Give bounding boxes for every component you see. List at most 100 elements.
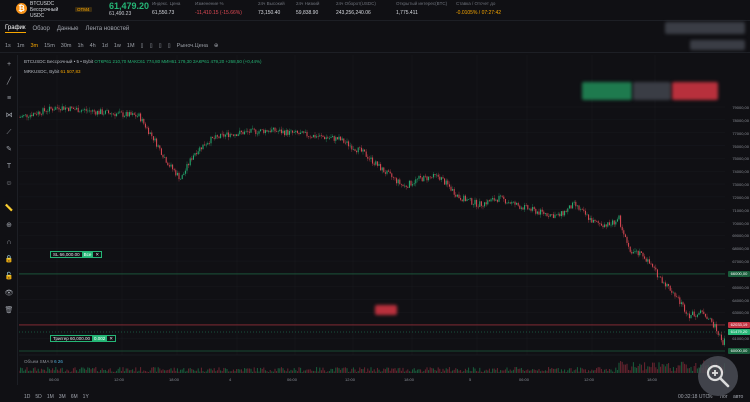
timeframe-30m[interactable]: 30m	[60, 43, 72, 49]
price-chart[interactable]	[19, 55, 725, 375]
range-5D[interactable]: 5D	[35, 394, 42, 400]
timeframe-1d[interactable]: 1d	[101, 43, 108, 49]
range-1M[interactable]: 1M	[46, 394, 54, 400]
candle-body	[290, 130, 292, 132]
candle-body	[452, 189, 454, 191]
stop-loss-line-tag[interactable]: SL 66,000.00 Все ✕	[50, 251, 103, 258]
symbol-name: BTCUSDC	[30, 1, 55, 7]
text-icon[interactable]: T	[6, 163, 12, 170]
volume-bar	[328, 371, 330, 373]
timeframe-1h[interactable]: 1h	[77, 43, 84, 49]
candle-body	[616, 219, 618, 222]
volume-bar	[356, 371, 358, 373]
candle-type-icon[interactable]: ▯	[140, 43, 144, 49]
brush-icon[interactable]: ✎	[6, 146, 12, 153]
candle-body	[700, 310, 702, 314]
price-type-selector[interactable]: Рыноч.Цена	[176, 43, 208, 49]
zoom-in-icon[interactable]: ⊕	[6, 222, 12, 229]
visibility-icon[interactable]: 👁	[4, 290, 14, 297]
zoom-button[interactable]	[698, 356, 738, 396]
candle-body	[540, 209, 542, 215]
candle-body	[40, 114, 42, 115]
range-6M[interactable]: 6M	[70, 394, 78, 400]
timeframe-1w[interactable]: 1w	[113, 43, 121, 49]
magnet-icon[interactable]: ∩	[6, 239, 12, 246]
timeframe-1m[interactable]: 1m	[16, 43, 25, 49]
volume-bar	[330, 368, 332, 373]
candle-body	[546, 213, 548, 217]
candle-body	[87, 110, 89, 112]
range-1D[interactable]: 1D	[24, 394, 31, 400]
header-tools[interactable]	[665, 22, 745, 34]
timeframe-4h[interactable]: 4h	[89, 43, 96, 49]
sell-button[interactable]	[672, 82, 718, 100]
trash-icon[interactable]: 🗑	[4, 307, 14, 314]
indicators-icon[interactable]: ▯	[149, 43, 153, 49]
range-3M[interactable]: 3M	[58, 394, 66, 400]
projection-icon[interactable]: ⟋	[6, 129, 12, 136]
volume-bar	[109, 368, 111, 373]
tab-3[interactable]: Лента новостей	[85, 26, 130, 32]
candle-body	[421, 177, 423, 182]
timeframe-1s[interactable]: 1s	[5, 43, 11, 49]
volume-bar	[208, 368, 210, 373]
header-stat: Открытый интерес(BTC) 1,775.411	[396, 1, 447, 16]
volume-bar	[31, 370, 33, 373]
close-icon[interactable]: ✕	[95, 252, 100, 257]
trendline-icon[interactable]: ╱	[6, 78, 12, 85]
order-size[interactable]	[633, 82, 671, 100]
drawings-lock-icon[interactable]: 🔓	[4, 273, 14, 280]
trigger-qty-button[interactable]: 0.002	[91, 336, 108, 341]
volume-bar	[242, 371, 244, 373]
tab-0[interactable]: График	[5, 25, 26, 33]
range-1Y[interactable]: 1Y	[82, 394, 89, 400]
volume-bar	[608, 369, 610, 373]
tab-2[interactable]: Данные	[56, 26, 79, 32]
auto-scale-toggle[interactable]: авто	[733, 394, 744, 400]
candle-body	[50, 106, 52, 109]
candle-body	[629, 246, 631, 252]
candle-body	[592, 219, 594, 223]
volume-bar	[20, 367, 22, 373]
settings-icon[interactable]: ▯	[167, 43, 171, 49]
volume-bar	[559, 371, 561, 373]
buy-button[interactable]	[582, 82, 632, 100]
volume-bar	[354, 369, 356, 373]
symbol-selector[interactable]: BTCUSDC Бессрочный USDC	[30, 1, 58, 19]
candle-body	[695, 316, 697, 317]
ruler-icon[interactable]: 📏	[4, 205, 14, 212]
volume-bar	[32, 368, 34, 373]
layout-tools[interactable]	[690, 40, 745, 50]
volume-bar	[352, 367, 354, 373]
timeframe-3m[interactable]: 3m	[30, 43, 39, 49]
candle-body	[108, 110, 110, 114]
add-icon[interactable]: ⊕	[213, 43, 219, 49]
crosshair-icon[interactable]: +	[6, 61, 12, 68]
volume-bar	[565, 371, 567, 373]
volume-bar	[530, 370, 532, 373]
trigger-order-tag[interactable]: Триггер 60,000.00 0.002 ✕	[50, 335, 117, 342]
candle-body	[586, 214, 588, 216]
volume-bar	[317, 371, 319, 373]
compare-icon[interactable]: ▯	[158, 43, 162, 49]
candle-body	[88, 110, 90, 112]
emoji-icon[interactable]: ☺	[5, 180, 13, 187]
utc-clock[interactable]: 00:32:18 UTC	[678, 394, 710, 400]
lock-icon[interactable]: 🔒	[4, 256, 14, 263]
fib-icon[interactable]: ≡	[6, 95, 12, 102]
candle-body	[58, 107, 60, 110]
volume-bar	[103, 370, 105, 373]
time-axis[interactable]: 06:00 12:00 18:00 4 06:00 12:00 18:00 5 06:00 12:…	[19, 377, 725, 385]
log-scale-toggle[interactable]: лог	[720, 394, 728, 400]
tab-1[interactable]: Обзор	[32, 26, 50, 32]
leverage-badge[interactable]: ОТМ4	[75, 7, 92, 12]
timeframe-1M[interactable]: 1M	[126, 43, 135, 49]
stop-loss-all-button[interactable]: Все	[81, 252, 94, 257]
candle-body	[79, 111, 81, 113]
position-marker[interactable]	[375, 305, 397, 315]
candle-body	[152, 136, 154, 141]
close-icon[interactable]: ✕	[109, 336, 114, 341]
percent-scale-toggle[interactable]: %	[708, 394, 713, 400]
timeframe-15m[interactable]: 15m	[44, 43, 55, 49]
pattern-icon[interactable]: ⋈	[5, 112, 13, 119]
